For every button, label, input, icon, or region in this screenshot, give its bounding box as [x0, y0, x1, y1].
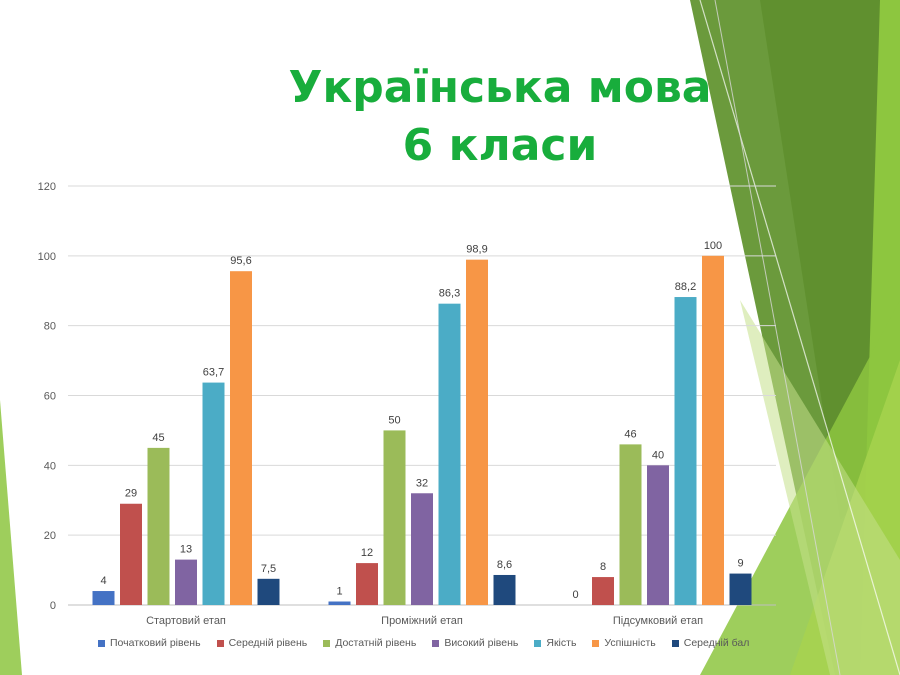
bar: [466, 259, 488, 605]
data-label: 88,2: [675, 281, 696, 293]
bar: [257, 578, 280, 605]
data-label: 0: [572, 589, 578, 601]
data-label: 8,6: [497, 559, 512, 571]
legend-label: Високий рівень: [444, 637, 519, 649]
data-label: 100: [704, 240, 722, 252]
bar: [383, 430, 406, 605]
legend-label: Середній бал: [683, 637, 750, 649]
legend-swatch: [534, 639, 542, 647]
y-tick-label: 80: [44, 321, 56, 333]
legend-swatch: [98, 639, 105, 647]
data-label: 50: [388, 414, 400, 426]
data-label: 95,6: [230, 255, 251, 267]
legend-item: Якість: [534, 637, 576, 649]
bar: [674, 297, 697, 605]
legend-item: Середній рівень: [216, 637, 308, 649]
y-tick-label: 60: [44, 391, 56, 403]
data-label: 32: [416, 477, 428, 489]
bar: [356, 563, 378, 605]
legend-swatch: [323, 639, 331, 647]
category-label: Підсумковий етап: [613, 615, 703, 627]
y-tick-label: 120: [38, 181, 56, 193]
bar: [647, 465, 669, 605]
legend-item: Початковий рівень: [98, 637, 201, 649]
data-label: 46: [624, 428, 636, 440]
bar: [92, 591, 115, 605]
data-label: 45: [152, 432, 164, 444]
bar: [120, 503, 142, 605]
data-label: 4: [100, 575, 106, 587]
bar: [729, 573, 752, 605]
legend-item: Успішність: [592, 637, 656, 649]
legend-swatch: [671, 639, 679, 647]
bar: [592, 577, 614, 605]
bar: [411, 493, 433, 605]
legend-swatch: [432, 639, 440, 647]
legend-label: Середній рівень: [228, 637, 308, 649]
bar: [702, 255, 724, 606]
chart-legend: Початковий рівень Середній рівень Достатні…: [98, 637, 749, 649]
data-label: 13: [180, 544, 192, 556]
y-tick-label: 100: [38, 251, 56, 263]
category-label: Проміжний етап: [381, 615, 463, 627]
data-label: 63,7: [203, 367, 224, 379]
data-label: 1: [336, 586, 342, 598]
legend-swatch: [592, 639, 600, 647]
category-label: Стартовий етап: [146, 615, 226, 627]
legend-item: Достатній рівень: [323, 637, 416, 649]
legend-label: Достатній рівень: [335, 637, 417, 649]
legend-item: Високий рівень: [432, 637, 518, 649]
data-label: 29: [125, 488, 137, 500]
slide-title-line-2: 6 класи: [402, 120, 598, 171]
legend-label: Якість: [546, 637, 577, 649]
bar: [438, 303, 461, 605]
legend-item: Середній бал: [671, 637, 750, 649]
data-label: 12: [361, 547, 373, 559]
data-label: 86,3: [439, 288, 460, 300]
data-label: 98,9: [466, 244, 487, 256]
slide-title-line-1: Українська мова: [288, 62, 712, 113]
data-label: 7,5: [261, 563, 276, 575]
bar: [147, 447, 170, 605]
bar: [328, 601, 351, 605]
legend-label: Успішність: [604, 637, 656, 649]
y-tick-label: 40: [44, 460, 56, 472]
y-tick-label: 0: [50, 600, 56, 612]
bar: [230, 271, 252, 605]
data-label: 8: [600, 561, 606, 573]
bar: [619, 444, 642, 605]
bar: [202, 382, 225, 605]
data-label: 9: [737, 558, 743, 570]
data-label: 40: [652, 449, 664, 461]
bar: [493, 574, 516, 605]
legend-swatch: [216, 639, 224, 647]
legend-label: Початковий рівень: [110, 637, 201, 649]
y-tick-label: 20: [44, 530, 56, 542]
bar: [175, 559, 197, 605]
